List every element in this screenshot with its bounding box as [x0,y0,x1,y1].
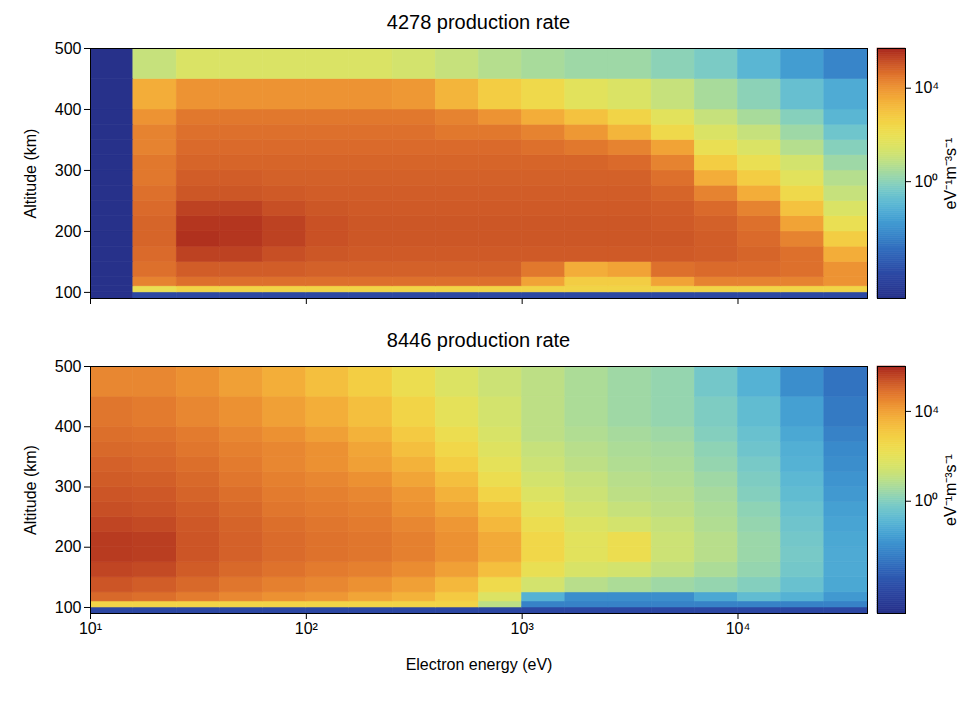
svg-text:10⁴: 10⁴ [915,403,940,420]
svg-text:Altitude (km): Altitude (km) [22,129,39,219]
svg-text:400: 400 [55,418,82,435]
svg-text:100: 100 [55,284,82,301]
html-text:4278 production rate: 4278 production rate [386,11,571,33]
svg-text:500: 500 [55,40,82,57]
svg-text:10⁴: 10⁴ [726,620,751,637]
html-text:8446 production rate: 8446 production rate [386,329,571,351]
svg-text:Altitude (km): Altitude (km) [22,445,39,535]
svg-text:10²: 10² [295,620,319,637]
svg-text:300: 300 [55,162,82,179]
svg-text:10³: 10³ [511,620,535,637]
svg-text:10⁰: 10⁰ [915,173,939,190]
svg-text:200: 200 [55,538,82,555]
svg-text:Electron energy (eV): Electron energy (eV) [406,656,553,673]
svg-text:500: 500 [55,358,82,375]
svg-text:400: 400 [55,101,82,118]
svg-text:100: 100 [55,599,82,616]
svg-text:300: 300 [55,478,82,495]
svg-text:200: 200 [55,223,82,240]
svg-text:eV⁻¹m⁻³s⁻¹: eV⁻¹m⁻³s⁻¹ [942,138,959,210]
svg-text:10⁰: 10⁰ [915,492,939,509]
svg-text:10⁴: 10⁴ [915,79,940,96]
svg-text:eV⁻¹m⁻³s⁻¹: eV⁻¹m⁻³s⁻¹ [942,454,959,526]
svg-text:10¹: 10¹ [79,620,102,637]
